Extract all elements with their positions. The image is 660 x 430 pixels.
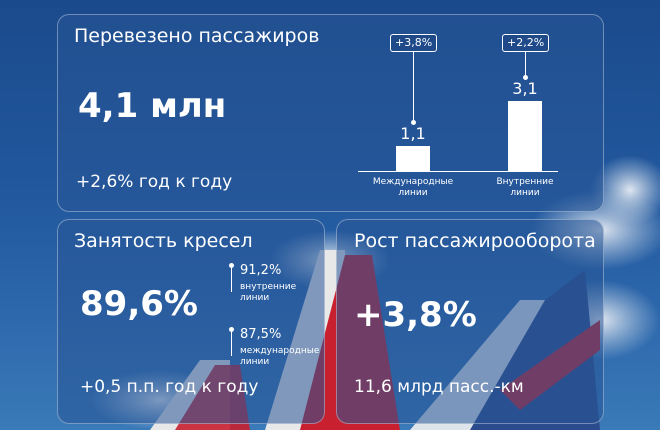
intl-load-label-1: международные <box>240 346 320 356</box>
domestic-marker-dot <box>229 263 234 268</box>
load-factor-title: Занятость кресел <box>74 230 253 252</box>
intl-load-label-2: линии <box>240 357 270 367</box>
passengers-title: Перевезено пассажиров <box>74 25 320 47</box>
passengers-yoy: +2,6% год к году <box>76 172 233 192</box>
traffic-title: Рост пассажирооборота <box>354 230 596 252</box>
load-factor-panel <box>57 219 325 424</box>
traffic-sub: 11,6 млрд пасс.-км <box>354 377 524 397</box>
passengers-value: 4,1 млн <box>78 86 227 126</box>
intl-marker-dot <box>229 327 234 332</box>
intl-load-value: 87,5% <box>240 327 282 342</box>
load-factor-yoy: +0,5 п.п. год к году <box>80 377 259 397</box>
intl-marker-line <box>231 331 232 356</box>
domestic-marker-line <box>231 267 232 292</box>
domestic-load-label-2: линии <box>240 293 270 303</box>
load-factor-value: 89,6% <box>80 284 198 324</box>
traffic-value: +3,8% <box>354 295 477 335</box>
domestic-load-label-1: внутренние <box>240 282 297 292</box>
traffic-panel <box>336 219 604 424</box>
domestic-load-value: 91,2% <box>240 263 282 278</box>
